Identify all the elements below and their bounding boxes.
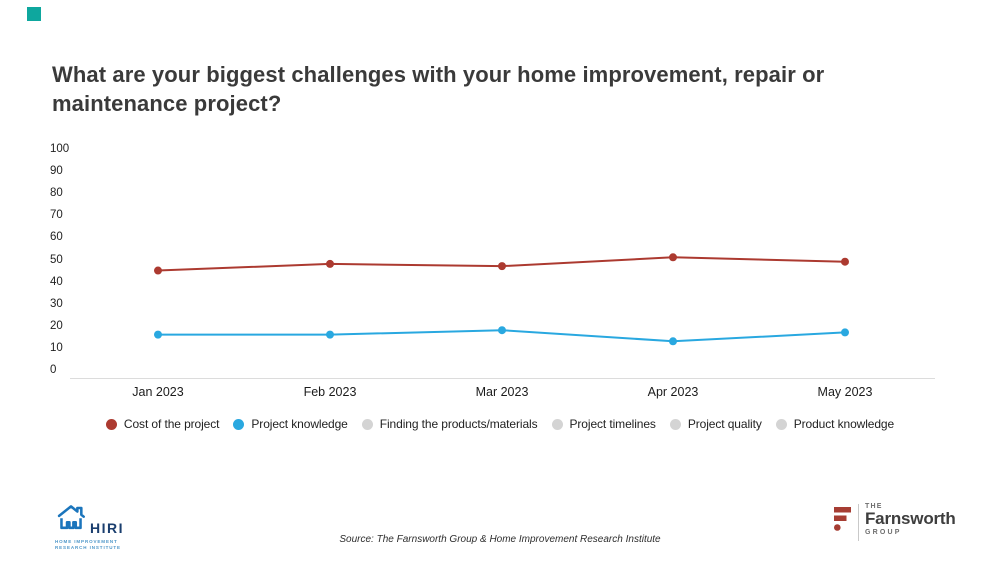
x-tick-label: Apr 2023 [647,385,699,399]
data-point [326,259,334,268]
farnsworth-the: THE [865,503,883,510]
hiri-wordmark: HIRI [90,520,124,536]
x-tick-label: Feb 2023 [303,385,357,399]
x-tick-label: May 2023 [817,385,873,399]
data-point [841,328,849,337]
legend-label: Project timelines [569,417,656,431]
hiri-tagline-line1: HOME IMPROVEMENT [55,538,118,544]
legend-item-finding-the-products-materials[interactable]: Finding the products/materials [361,417,538,431]
legend-dot-icon [551,418,563,430]
legend-dot-icon [105,418,117,430]
source-note: Source: The Farnsworth Group & Home Impr… [339,534,661,545]
legend-label: Product knowledge [793,417,895,431]
legend-label: Finding the products/materials [379,417,538,431]
y-tick-label: 50 [50,253,63,266]
farnsworth-wordmark: Farnsworth [865,509,956,528]
data-point [669,253,677,262]
legend-item-cost-of-the-project[interactable]: Cost of the project [105,417,220,431]
y-tick-label: 100 [50,143,70,155]
y-tick-label: 80 [50,187,63,200]
y-tick-label: 20 [50,319,63,332]
y-tick-label: 0 [50,364,57,376]
legend-label: Project quality [687,417,762,431]
hiri-tagline-line2: RESEARCH INSTITUTE [55,545,121,550]
legend-item-project-quality[interactable]: Project quality [669,417,762,431]
chart-legend: Cost of the project Project knowledge Find… [0,415,1000,433]
legend-item-project-timelines[interactable]: Project timelines [551,417,656,431]
data-point [154,266,162,275]
data-point [498,326,506,335]
data-point [841,257,849,266]
y-tick-label: 60 [50,231,63,244]
legend-dot-icon [233,418,245,430]
x-axis-line [70,378,935,379]
chart-title: What are your biggest challenges with yo… [52,62,825,117]
legend-label: Cost of the project [123,417,220,431]
y-tick-label: 40 [50,275,63,288]
data-point [498,262,506,271]
hiri-house-icon [55,504,87,536]
x-tick-label: Mar 2023 [475,385,529,399]
farnsworth-f-mark-icon [833,503,853,542]
legend-item-product-knowledge[interactable]: Product knowledge [775,417,895,431]
legend-item-project-knowledge[interactable]: Project knowledge [233,417,348,431]
data-point [154,330,162,339]
farnsworth-divider [858,504,859,541]
data-point [326,330,334,339]
farnsworth-group: GROUP [865,528,902,536]
y-tick-label: 90 [50,165,63,178]
accent-square [27,7,41,21]
hiri-logo: HIRI HOME IMPROVEMENT RESEARCH INSTITUTE [55,504,124,550]
data-point [669,337,677,346]
farnsworth-logo: THE Farnsworth GROUP [833,503,956,542]
legend-label: Project knowledge [251,417,348,431]
legend-dot-icon [775,418,787,430]
y-tick-label: 10 [50,341,63,354]
legend-dot-icon [361,418,373,430]
x-tick-label: Jan 2023 [132,385,184,399]
legend-dot-icon [669,418,681,430]
y-tick-label: 70 [50,209,63,222]
y-tick-label: 30 [50,297,63,310]
